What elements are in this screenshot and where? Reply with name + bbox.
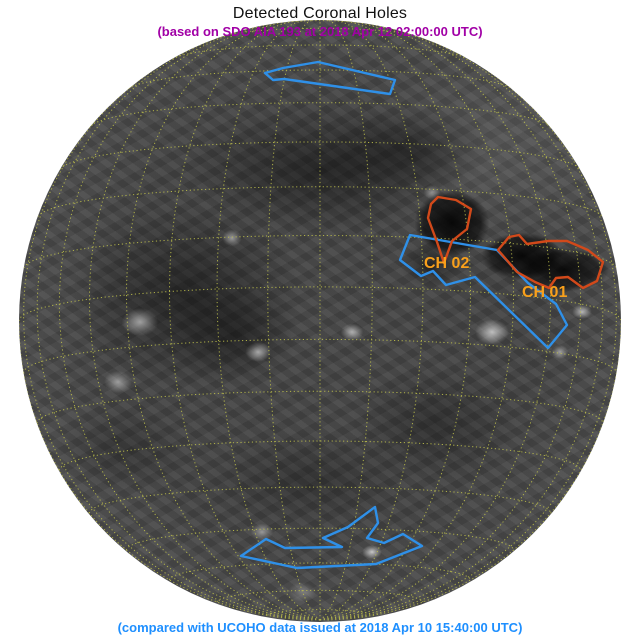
coronal-hole-outline-south-blue xyxy=(239,505,424,570)
coronal-hole-label: CH 01 xyxy=(522,284,567,301)
coronal-hole-outline-center-blue xyxy=(398,233,569,350)
coronal-hole-outline-ch02-red xyxy=(426,195,473,265)
heliographic-grid xyxy=(19,20,621,621)
coronal-hole-outline-north-blue xyxy=(263,60,397,96)
figure-title: Detected Coronal Holes xyxy=(232,5,408,22)
comparison-caption: (compared with UCOHO data issued at 2018… xyxy=(117,620,523,635)
coronal-hole-outline-ch01-red xyxy=(496,233,605,290)
figure-subtitle: (based on SDO AIA 193 at 2018 Apr 12 02:… xyxy=(157,24,483,39)
coronal-hole-label: CH 02 xyxy=(424,255,469,272)
